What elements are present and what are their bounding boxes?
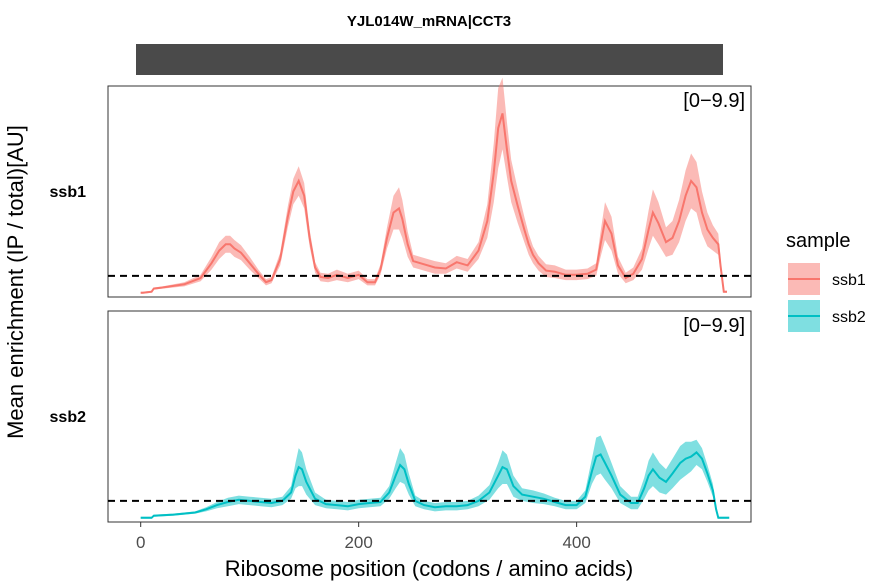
panel-ssb2-frame <box>107 310 752 523</box>
legend-key-ssb1 <box>788 263 820 295</box>
x-axis-title: Ribosome position (codons / amino acids) <box>225 556 633 581</box>
y-axis-title: Mean enrichment (IP / total)[AU] <box>3 125 28 439</box>
panel-label-ssb1: ssb1 <box>50 184 87 201</box>
panel-range-label-ssb2: [0−9.9] <box>683 315 745 337</box>
line-ssb2 <box>140 451 730 519</box>
panel-ssb1-frame <box>107 85 752 298</box>
x-tick-label-0: 0 <box>136 533 145 552</box>
x-tick-label-200: 200 <box>344 533 372 552</box>
x-tick-label-400: 400 <box>562 533 590 552</box>
legend-key-ssb2 <box>788 300 820 332</box>
legend-label-ssb2: ssb2 <box>832 309 866 326</box>
legend-label-ssb1: ssb1 <box>832 272 866 289</box>
panel-label-ssb2: ssb2 <box>50 409 87 426</box>
line-ssb1 <box>140 113 727 294</box>
panel-range-label-ssb1: [0−9.9] <box>683 90 745 112</box>
legend-title: sample <box>786 230 850 252</box>
ribbon-ssb2 <box>140 435 730 519</box>
gene-strip-bar <box>136 44 723 75</box>
chart-title: YJL014W_mRNA|CCT3 <box>347 13 511 30</box>
